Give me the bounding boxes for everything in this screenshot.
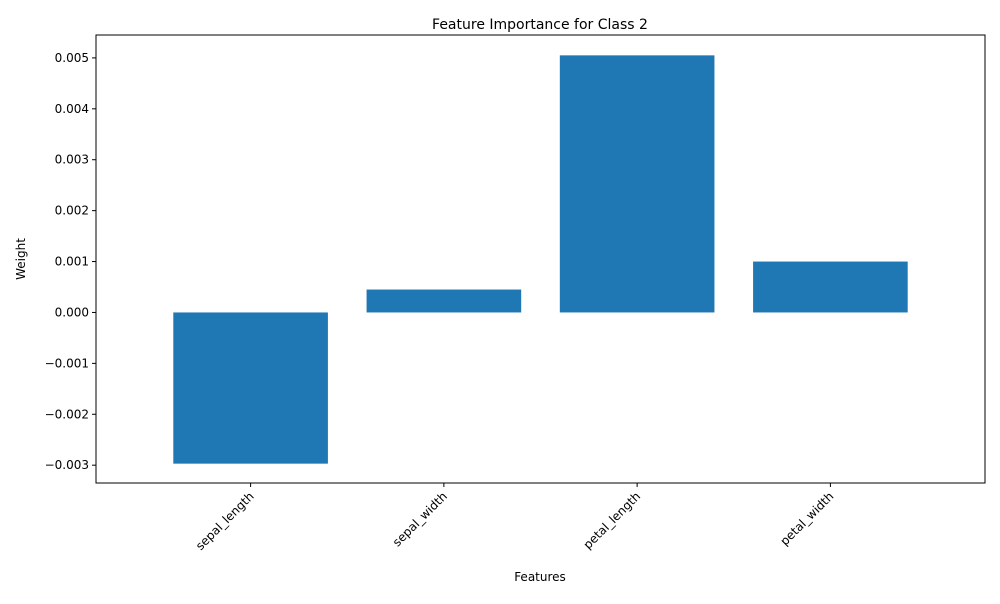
y-tick-label: 0.001 xyxy=(55,255,89,269)
y-tick-label: 0.005 xyxy=(55,51,89,65)
bar-petal-width xyxy=(753,261,908,313)
chart-title: Feature Importance for Class 2 xyxy=(432,17,648,33)
y-axis-label: Weight xyxy=(14,238,28,280)
y-tick-label: 0.003 xyxy=(55,153,89,167)
x-axis: sepal_length sepal_width petal_length petal… xyxy=(193,483,837,553)
bar-petal-length xyxy=(559,55,715,313)
x-tick-label: sepal_width xyxy=(390,489,450,549)
y-tick-label: 0.004 xyxy=(55,102,89,116)
y-tick-label: 0.002 xyxy=(55,204,89,218)
y-tick-label: 0.000 xyxy=(55,305,89,319)
bars-layer xyxy=(173,55,908,464)
x-tick-label: petal_length xyxy=(581,489,644,552)
y-tick-label: −0.003 xyxy=(45,458,89,472)
plot-frame xyxy=(95,34,986,484)
bar-sepal-width xyxy=(366,289,522,313)
x-tick-label: petal_width xyxy=(777,489,836,548)
bar-sepal-length xyxy=(173,312,328,464)
y-axis: −0.003 −0.002 −0.001 0.000 0.001 0.002 0.003 0.… xyxy=(45,51,96,472)
x-axis-label: Features xyxy=(514,570,566,584)
y-tick-label: −0.001 xyxy=(45,356,89,370)
x-tick-label: sepal_length xyxy=(193,489,257,553)
y-tick-label: −0.002 xyxy=(45,407,89,421)
